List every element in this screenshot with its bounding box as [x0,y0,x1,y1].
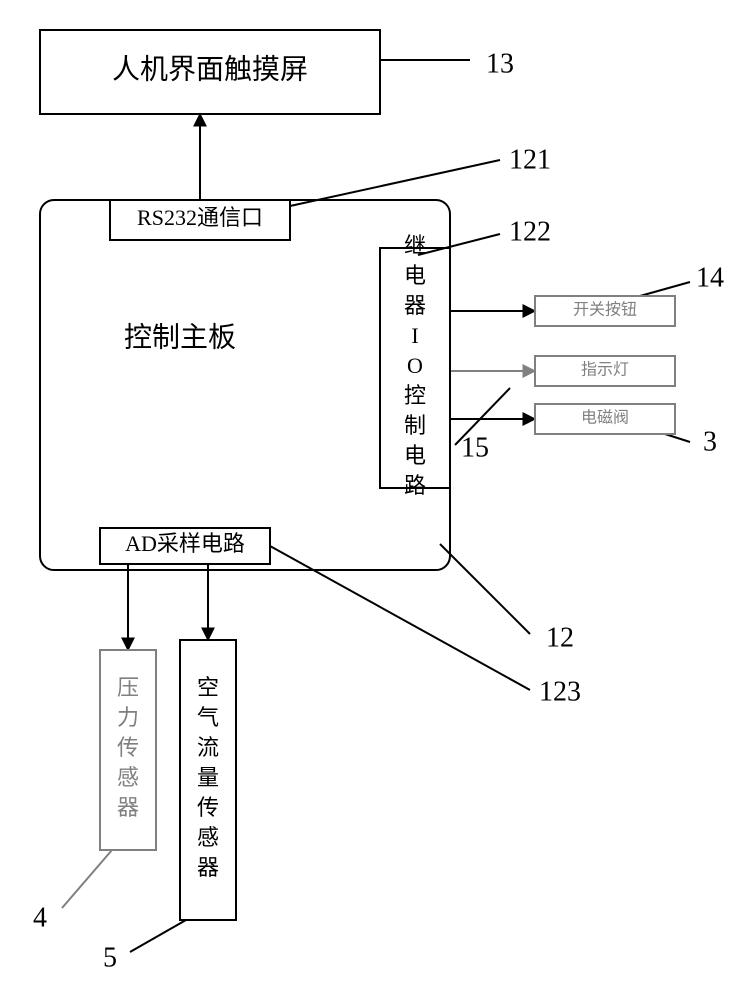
svg-text:电: 电 [404,263,426,288]
led-callout: 15 [461,432,489,463]
svg-text:器: 器 [197,855,219,880]
mainboard-callout: 12 [546,622,574,653]
svg-text:RS232通信口: RS232通信口 [137,205,263,230]
svg-text:路: 路 [404,473,426,498]
ad-callout: 123 [539,676,581,707]
svg-text:O: O [407,353,423,378]
svg-text:人机界面触摸屏: 人机界面触摸屏 [112,53,308,85]
svg-text:制: 制 [404,413,426,438]
svg-text:开关按钮: 开关按钮 [573,301,637,319]
leader-3 [640,282,690,296]
leader-6 [440,544,530,634]
airflow-callout: 5 [103,942,117,973]
leader-2 [418,234,500,255]
rs232-callout: 121 [509,144,551,175]
svg-text:气: 气 [197,705,219,730]
svg-text:量: 量 [197,765,219,790]
svg-text:器: 器 [117,795,139,820]
svg-text:力: 力 [117,705,139,730]
svg-text:电: 电 [404,443,426,468]
svg-text:电磁阀: 电磁阀 [581,409,629,427]
block-diagram: 人机界面触摸屏控制主板RS232通信口继电器IO控制电路AD采样电路开关按钮指示… [0,0,742,1000]
svg-text:传: 传 [197,795,219,820]
svg-text:继: 继 [404,233,426,258]
svg-text:I: I [411,323,418,348]
leader-8 [62,850,112,908]
svg-text:AD采样电路: AD采样电路 [125,531,245,556]
mainboard-box [40,200,450,570]
leader-7 [270,546,530,690]
svg-text:压: 压 [117,675,139,700]
svg-text:指示灯: 指示灯 [581,361,629,379]
leader-4 [665,434,690,442]
hmi-callout: 13 [486,48,514,79]
svg-text:流: 流 [197,735,219,760]
pressure-callout: 4 [33,902,47,933]
svg-text:空: 空 [197,675,219,700]
svg-text:器: 器 [404,293,426,318]
svg-text:感: 感 [197,825,219,850]
svg-text:控: 控 [404,383,426,408]
leader-9 [130,920,186,952]
solenoid-callout: 3 [703,426,717,457]
svg-text:控制主板: 控制主板 [124,321,236,353]
switch_btn-callout: 14 [696,262,724,293]
svg-text:感: 感 [117,765,139,790]
relay-callout: 122 [509,216,551,247]
svg-text:传: 传 [117,735,139,760]
